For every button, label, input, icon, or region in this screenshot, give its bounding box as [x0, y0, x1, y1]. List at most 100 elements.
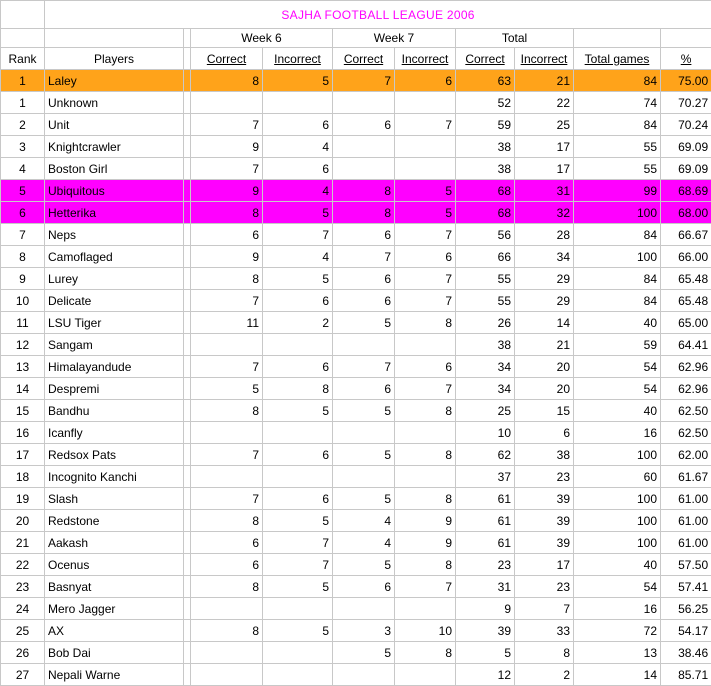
cell-percent[interactable]: 65.48 [661, 268, 711, 290]
cell-total-incorrect[interactable]: 14 [515, 312, 574, 334]
cell-week7-correct[interactable] [333, 136, 395, 158]
cell-rank[interactable]: 23 [1, 576, 45, 598]
cell-total-correct[interactable]: 12 [456, 664, 515, 686]
cell-percent[interactable]: 61.00 [661, 488, 711, 510]
cell-total-games[interactable]: 55 [574, 136, 661, 158]
cell-player-name[interactable]: LSU Tiger [45, 312, 184, 334]
cell-week7-incorrect[interactable]: 7 [395, 378, 456, 400]
cell-percent[interactable]: 62.50 [661, 400, 711, 422]
cell-rank[interactable]: 25 [1, 620, 45, 642]
cell-total-incorrect[interactable]: 6 [515, 422, 574, 444]
cell-week7-correct[interactable]: 7 [333, 70, 395, 92]
cell-total-correct[interactable]: 38 [456, 136, 515, 158]
cell-week6-correct[interactable]: 7 [191, 290, 263, 312]
cell-player-name[interactable]: AX [45, 620, 184, 642]
cell-total-correct[interactable]: 26 [456, 312, 515, 334]
cell-player-name[interactable]: Delicate [45, 290, 184, 312]
column-header-week7-incorrect[interactable]: Incorrect [395, 48, 456, 70]
cell-week6-incorrect[interactable]: 5 [263, 268, 333, 290]
cell-week7-incorrect[interactable] [395, 334, 456, 356]
cell-player-name[interactable]: Lurey [45, 268, 184, 290]
cell-week6-correct[interactable] [191, 92, 263, 114]
cell-total-incorrect[interactable]: 39 [515, 488, 574, 510]
cell-total-games[interactable]: 74 [574, 92, 661, 114]
cell-week6-correct[interactable] [191, 334, 263, 356]
cell-week6-incorrect[interactable]: 4 [263, 246, 333, 268]
column-header-week6-incorrect[interactable]: Incorrect [263, 48, 333, 70]
cell-total-games[interactable]: 16 [574, 422, 661, 444]
cell-percent[interactable]: 69.09 [661, 136, 711, 158]
cell-total-correct[interactable]: 62 [456, 444, 515, 466]
cell-week6-correct[interactable]: 7 [191, 114, 263, 136]
cell-week7-incorrect[interactable] [395, 158, 456, 180]
cell-week7-correct[interactable]: 6 [333, 224, 395, 246]
cell-week6-incorrect[interactable] [263, 642, 333, 664]
cell-total-incorrect[interactable]: 17 [515, 136, 574, 158]
cell-rank[interactable]: 4 [1, 158, 45, 180]
cell-week7-incorrect[interactable]: 8 [395, 554, 456, 576]
cell-week6-incorrect[interactable]: 5 [263, 70, 333, 92]
cell-percent[interactable]: 75.00 [661, 70, 711, 92]
cell-week7-correct[interactable]: 4 [333, 532, 395, 554]
cell-rank[interactable]: 14 [1, 378, 45, 400]
cell-rank[interactable]: 20 [1, 510, 45, 532]
cell-week7-incorrect[interactable]: 6 [395, 356, 456, 378]
cell-total-correct[interactable]: 38 [456, 334, 515, 356]
cell-rank[interactable]: 18 [1, 466, 45, 488]
cell-week6-correct[interactable]: 8 [191, 202, 263, 224]
cell-week7-correct[interactable]: 5 [333, 642, 395, 664]
cell-total-correct[interactable]: 61 [456, 510, 515, 532]
cell-percent[interactable]: 65.00 [661, 312, 711, 334]
cell-week6-incorrect[interactable]: 8 [263, 378, 333, 400]
cell-rank[interactable]: 22 [1, 554, 45, 576]
cell-total-incorrect[interactable]: 23 [515, 466, 574, 488]
cell-player-name[interactable]: Despremi [45, 378, 184, 400]
cell-total-correct[interactable]: 66 [456, 246, 515, 268]
cell-week7-correct[interactable]: 5 [333, 400, 395, 422]
cell-week6-incorrect[interactable] [263, 92, 333, 114]
cell-total-incorrect[interactable]: 2 [515, 664, 574, 686]
column-header-total-games[interactable]: Total games [574, 48, 661, 70]
cell-percent[interactable]: 70.27 [661, 92, 711, 114]
cell-total-games[interactable]: 84 [574, 268, 661, 290]
cell-rank[interactable]: 13 [1, 356, 45, 378]
cell-rank[interactable]: 15 [1, 400, 45, 422]
cell-total-games[interactable]: 40 [574, 400, 661, 422]
cell-total-correct[interactable]: 23 [456, 554, 515, 576]
column-header-total-correct[interactable]: Correct [456, 48, 515, 70]
cell-total-games[interactable]: 100 [574, 488, 661, 510]
cell-week6-correct[interactable] [191, 598, 263, 620]
column-header-week7-correct[interactable]: Correct [333, 48, 395, 70]
cell-week6-incorrect[interactable]: 4 [263, 136, 333, 158]
cell-total-correct[interactable]: 55 [456, 268, 515, 290]
cell-total-correct[interactable]: 5 [456, 642, 515, 664]
cell-week7-correct[interactable]: 4 [333, 510, 395, 532]
cell-week6-incorrect[interactable]: 5 [263, 620, 333, 642]
cell-week6-correct[interactable]: 7 [191, 488, 263, 510]
cell-week7-incorrect[interactable]: 7 [395, 114, 456, 136]
cell-week7-incorrect[interactable]: 7 [395, 576, 456, 598]
cell-player-name[interactable]: Bob Dai [45, 642, 184, 664]
cell-total-games[interactable]: 100 [574, 532, 661, 554]
cell-total-incorrect[interactable]: 29 [515, 268, 574, 290]
cell-player-name[interactable]: Basnyat [45, 576, 184, 598]
cell-total-correct[interactable]: 59 [456, 114, 515, 136]
cell-percent[interactable]: 70.24 [661, 114, 711, 136]
cell-week7-correct[interactable] [333, 92, 395, 114]
cell-total-games[interactable]: 40 [574, 554, 661, 576]
cell-player-name[interactable]: Bandhu [45, 400, 184, 422]
cell-week6-correct[interactable]: 7 [191, 158, 263, 180]
cell-player-name[interactable]: Knightcrawler [45, 136, 184, 158]
cell-week7-correct[interactable]: 7 [333, 246, 395, 268]
cell-total-correct[interactable]: 61 [456, 488, 515, 510]
cell-rank[interactable]: 27 [1, 664, 45, 686]
cell-week6-correct[interactable]: 8 [191, 510, 263, 532]
cell-week6-correct[interactable] [191, 664, 263, 686]
cell-rank[interactable]: 9 [1, 268, 45, 290]
